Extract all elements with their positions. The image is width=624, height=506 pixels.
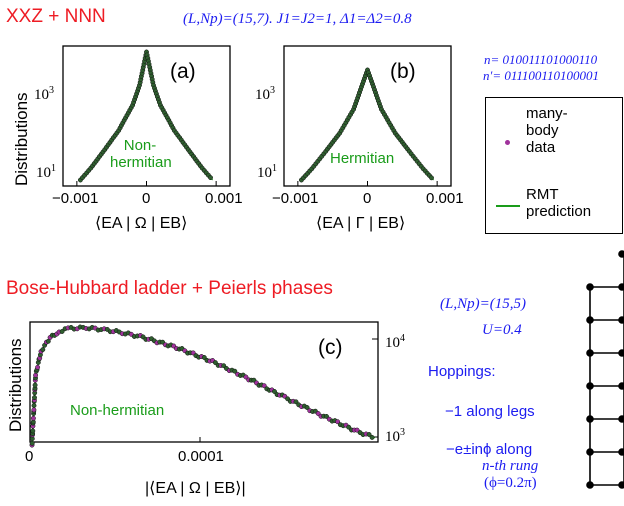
ladder-site <box>618 349 624 357</box>
ladder-site <box>618 316 624 324</box>
panel-b-xtick-0: 0 <box>363 190 372 207</box>
hop-rung-2: n-th rung <box>482 458 539 474</box>
panel-b-label: (b) <box>390 60 416 83</box>
data-point <box>40 347 46 353</box>
data-point <box>232 368 238 374</box>
panel-b-annotation: Hermitian <box>330 150 395 167</box>
ladder-site <box>586 283 594 291</box>
ladder-site <box>618 481 624 489</box>
ladder-site <box>586 481 594 489</box>
legend-data-label: many- body data <box>526 105 568 156</box>
data-point <box>429 175 434 181</box>
data-point <box>293 399 299 405</box>
data-point <box>272 389 277 394</box>
params-xxz-text: (L,Np)=(15,7). J1=J2=1, Δ1=Δ2=0.8 <box>183 11 412 27</box>
panel-c-label: (c) <box>318 336 343 359</box>
ladder-site <box>618 283 624 291</box>
ladder-site <box>618 250 624 258</box>
data-point <box>243 374 249 380</box>
panel-c-annotation: Non-hermitian <box>70 402 165 419</box>
state-n: n= 010011101000110 <box>484 52 598 67</box>
data-point <box>35 364 41 370</box>
panel-c-xtick-0: 0 <box>25 448 34 465</box>
data-point <box>30 428 36 434</box>
section-title-xxz: XXZ + NNN <box>6 6 106 27</box>
panel-c-xlabel: |⟨EA | Ω | EB⟩| <box>145 480 246 497</box>
hoppings-title: Hoppings: <box>428 363 496 380</box>
panel-a-label: (a) <box>170 60 196 83</box>
panel-a-xtick-0: 0 <box>142 190 151 207</box>
params-bh-L: (L,Np)=(15,5) <box>440 296 526 312</box>
params-bh-U: U=0.4 <box>482 322 522 338</box>
panel-a-ytick-1000: 103 <box>34 85 54 103</box>
panel-a-xtick-pos: 0.001 <box>205 190 243 207</box>
panel-b-xtick-pos: 0.001 <box>426 190 464 207</box>
panel-b-xtick-neg: −0.001 <box>272 190 319 207</box>
panel-a-data-points <box>77 49 213 183</box>
ladder-site <box>618 415 624 423</box>
data-point <box>366 432 372 437</box>
legend-data-line-3: data <box>526 139 556 156</box>
data-point <box>335 419 341 425</box>
ladder-site <box>618 448 624 456</box>
ladder-lattice <box>586 250 624 489</box>
panel-a-ytick-10: 101 <box>36 163 56 181</box>
data-point <box>208 175 213 181</box>
data-point <box>32 395 37 401</box>
panel-a-xlabel: ⟨EA | Ω | EB⟩ <box>95 215 188 232</box>
legend-rmt-line-1: RMT <box>526 186 559 203</box>
data-point <box>369 434 375 440</box>
data-point <box>30 415 36 421</box>
panel-b-ytick-10: 101 <box>257 163 277 181</box>
data-point <box>304 405 310 410</box>
panel-c-data-points <box>29 324 375 448</box>
ladder-site <box>586 316 594 324</box>
legend-data-marker <box>505 140 510 145</box>
legend-rmt-label: RMT prediction <box>526 186 591 220</box>
hop-legs: −1 along legs <box>445 403 535 420</box>
panel-c-ytick-10000: 104 <box>385 333 405 351</box>
data-point <box>32 382 38 388</box>
panel-c-frame <box>29 321 379 443</box>
data-point <box>59 329 65 334</box>
state-n-prime: n′= 011100110100001 <box>483 68 599 83</box>
panel-a-xtick-neg: −0.001 <box>52 190 99 207</box>
legend-data-line-2: body <box>526 122 559 139</box>
ladder-site <box>586 382 594 390</box>
legend-data-line-1: many- <box>526 105 568 122</box>
panel-b-xlabel: ⟨EA | Γ | EB⟩ <box>316 215 406 232</box>
data-point <box>261 383 267 389</box>
panel-a-annotation-text: Non-hermitian <box>110 137 172 171</box>
ladder-site <box>586 349 594 357</box>
panel-a-ticks <box>76 181 217 186</box>
hop-rung-1: −e±inϕ along <box>446 441 533 458</box>
legend: many- body data RMT prediction <box>485 97 623 234</box>
panel-c-ytick-1000: 103 <box>385 427 405 445</box>
hop-rung-3: (ϕ=0.2π) <box>484 475 537 491</box>
section-title-bose-hubbard: Bose-Hubbard ladder + Peierls phases <box>6 278 333 299</box>
legend-rmt-line-2: prediction <box>526 203 592 220</box>
panel-b-data-points <box>298 67 434 183</box>
params-xxz: (L,Np)=(15,7). J1=J2=1, Δ1=Δ2=0.8 <box>183 11 412 28</box>
ladder-site <box>586 415 594 423</box>
legend-rmt-line <box>496 205 520 207</box>
panel-b-ticks <box>297 181 438 186</box>
panel-c-xtick-1e-4: 0.0001 <box>178 448 224 465</box>
panel-b-ytick-1000: 103 <box>255 85 275 103</box>
ladder-site <box>586 448 594 456</box>
panel-a-annotation: Non-hermitian <box>110 137 172 171</box>
ladder-site <box>618 382 624 390</box>
